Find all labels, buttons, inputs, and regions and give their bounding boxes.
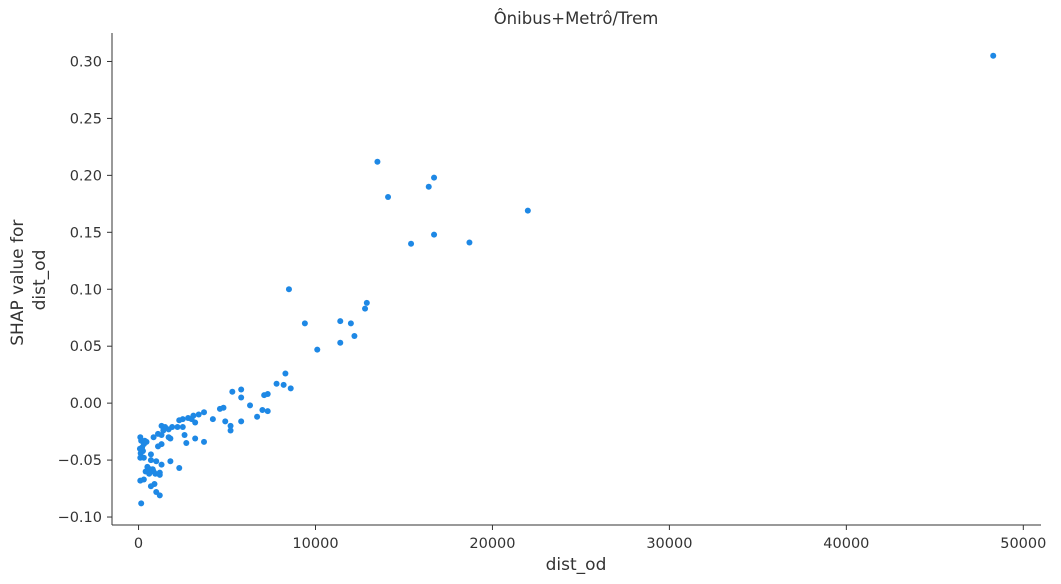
scatter-point: [337, 318, 344, 325]
y-ticks: −0.10 −0.05 0.00 0.05 0.10 0.15 0.20 0.25 0.30: [58, 54, 112, 526]
scatter-point: [431, 231, 438, 238]
scatter-point: [280, 381, 287, 388]
scatter-point: [192, 435, 199, 442]
y-tick-label: 0.20: [70, 168, 102, 184]
scatter-point: [273, 380, 280, 387]
scatter-point: [179, 424, 186, 431]
y-axis-label-line-2: dist_od: [30, 250, 50, 311]
y-tick-label: −0.05: [58, 453, 102, 469]
scatter-point: [431, 174, 438, 181]
scatter-point: [156, 492, 163, 499]
scatter-point: [227, 422, 234, 429]
x-tick-label: 10000: [292, 536, 338, 552]
scatter-point: [362, 305, 369, 312]
scatter-point: [385, 194, 392, 200]
scatter-point: [351, 332, 358, 339]
scatter-point: [137, 477, 144, 484]
scatter-point: [363, 299, 370, 306]
scatter-point: [287, 385, 294, 392]
y-axis-label: SHAP value for dist_od: [8, 214, 50, 345]
scatter-point: [147, 457, 154, 464]
scatter-point: [158, 432, 165, 439]
y-axis-label-line-1: SHAP value for: [8, 220, 28, 346]
scatter-point: [264, 408, 271, 415]
y-tick-label: 0.25: [70, 111, 102, 127]
scatter-point: [201, 409, 208, 416]
scatter-point: [285, 286, 292, 293]
scatter-point: [140, 454, 147, 461]
scatter-point: [176, 465, 183, 472]
y-tick-label: 0.10: [70, 282, 102, 298]
x-tick-label: 30000: [646, 536, 692, 552]
scatter-point: [261, 392, 268, 399]
scatter-point: [147, 451, 154, 458]
scatter-point: [192, 419, 199, 426]
scatter-point: [238, 386, 245, 393]
y-tick-label: 0.30: [70, 54, 102, 70]
scatter-point: [142, 468, 149, 475]
scatter-point: [167, 435, 174, 442]
scatter-point: [176, 417, 183, 424]
scatter-point: [155, 443, 162, 450]
scatter-point: [150, 434, 157, 441]
scatter-point: [195, 411, 202, 418]
scatter-point: [167, 458, 174, 465]
x-tick-label: 0: [134, 536, 143, 552]
scatter-point: [201, 438, 208, 445]
scatter-point: [156, 471, 163, 478]
x-axis-label: dist_od: [546, 555, 607, 575]
scatter-point: [147, 483, 154, 490]
scatter-point: [222, 418, 229, 425]
y-tick-label: 0.00: [70, 396, 102, 412]
scatter-point: [181, 432, 188, 439]
scatter-point: [216, 405, 223, 412]
scatter-point: [229, 388, 236, 395]
x-ticks: 0 10000 20000 30000 40000 50000: [134, 525, 1046, 552]
scatter-point: [153, 458, 160, 465]
scatter-point: [408, 240, 415, 247]
scatter-point: [138, 500, 145, 507]
scatter-point: [425, 183, 432, 190]
scatter-point: [183, 440, 190, 446]
scatter-point: [314, 346, 321, 353]
scatter-point: [247, 402, 254, 409]
scatter-point: [254, 413, 261, 420]
scatter-point: [347, 320, 354, 327]
scatter-point: [990, 52, 997, 59]
scatter-point: [301, 320, 308, 327]
scatter-point: [137, 450, 144, 457]
y-tick-label: 0.15: [70, 225, 102, 241]
scatter-point: [238, 418, 245, 425]
scatter-point: [160, 427, 167, 434]
scatter-point: [238, 394, 245, 401]
scatter-point: [337, 339, 344, 346]
scatter-point: [174, 424, 181, 431]
scatter-point: [282, 370, 289, 377]
scatter-point: [466, 239, 473, 246]
scatter-point: [136, 445, 143, 452]
scatter-point: [374, 158, 381, 165]
y-tick-label: 0.05: [70, 339, 102, 355]
y-tick-label: −0.10: [58, 510, 102, 526]
scatter-point: [165, 426, 172, 433]
x-tick-label: 40000: [823, 536, 869, 552]
scatter-point: [259, 406, 266, 413]
x-tick-label: 50000: [1000, 536, 1046, 552]
chart-title: Ônibus+Metrô/Trem: [494, 9, 659, 28]
points-layer: [136, 52, 997, 507]
scatter-point: [209, 416, 216, 423]
x-tick-label: 20000: [469, 536, 515, 552]
scatter-point: [227, 427, 234, 434]
scatter-point: [524, 207, 531, 214]
scatter-point: [158, 461, 165, 468]
